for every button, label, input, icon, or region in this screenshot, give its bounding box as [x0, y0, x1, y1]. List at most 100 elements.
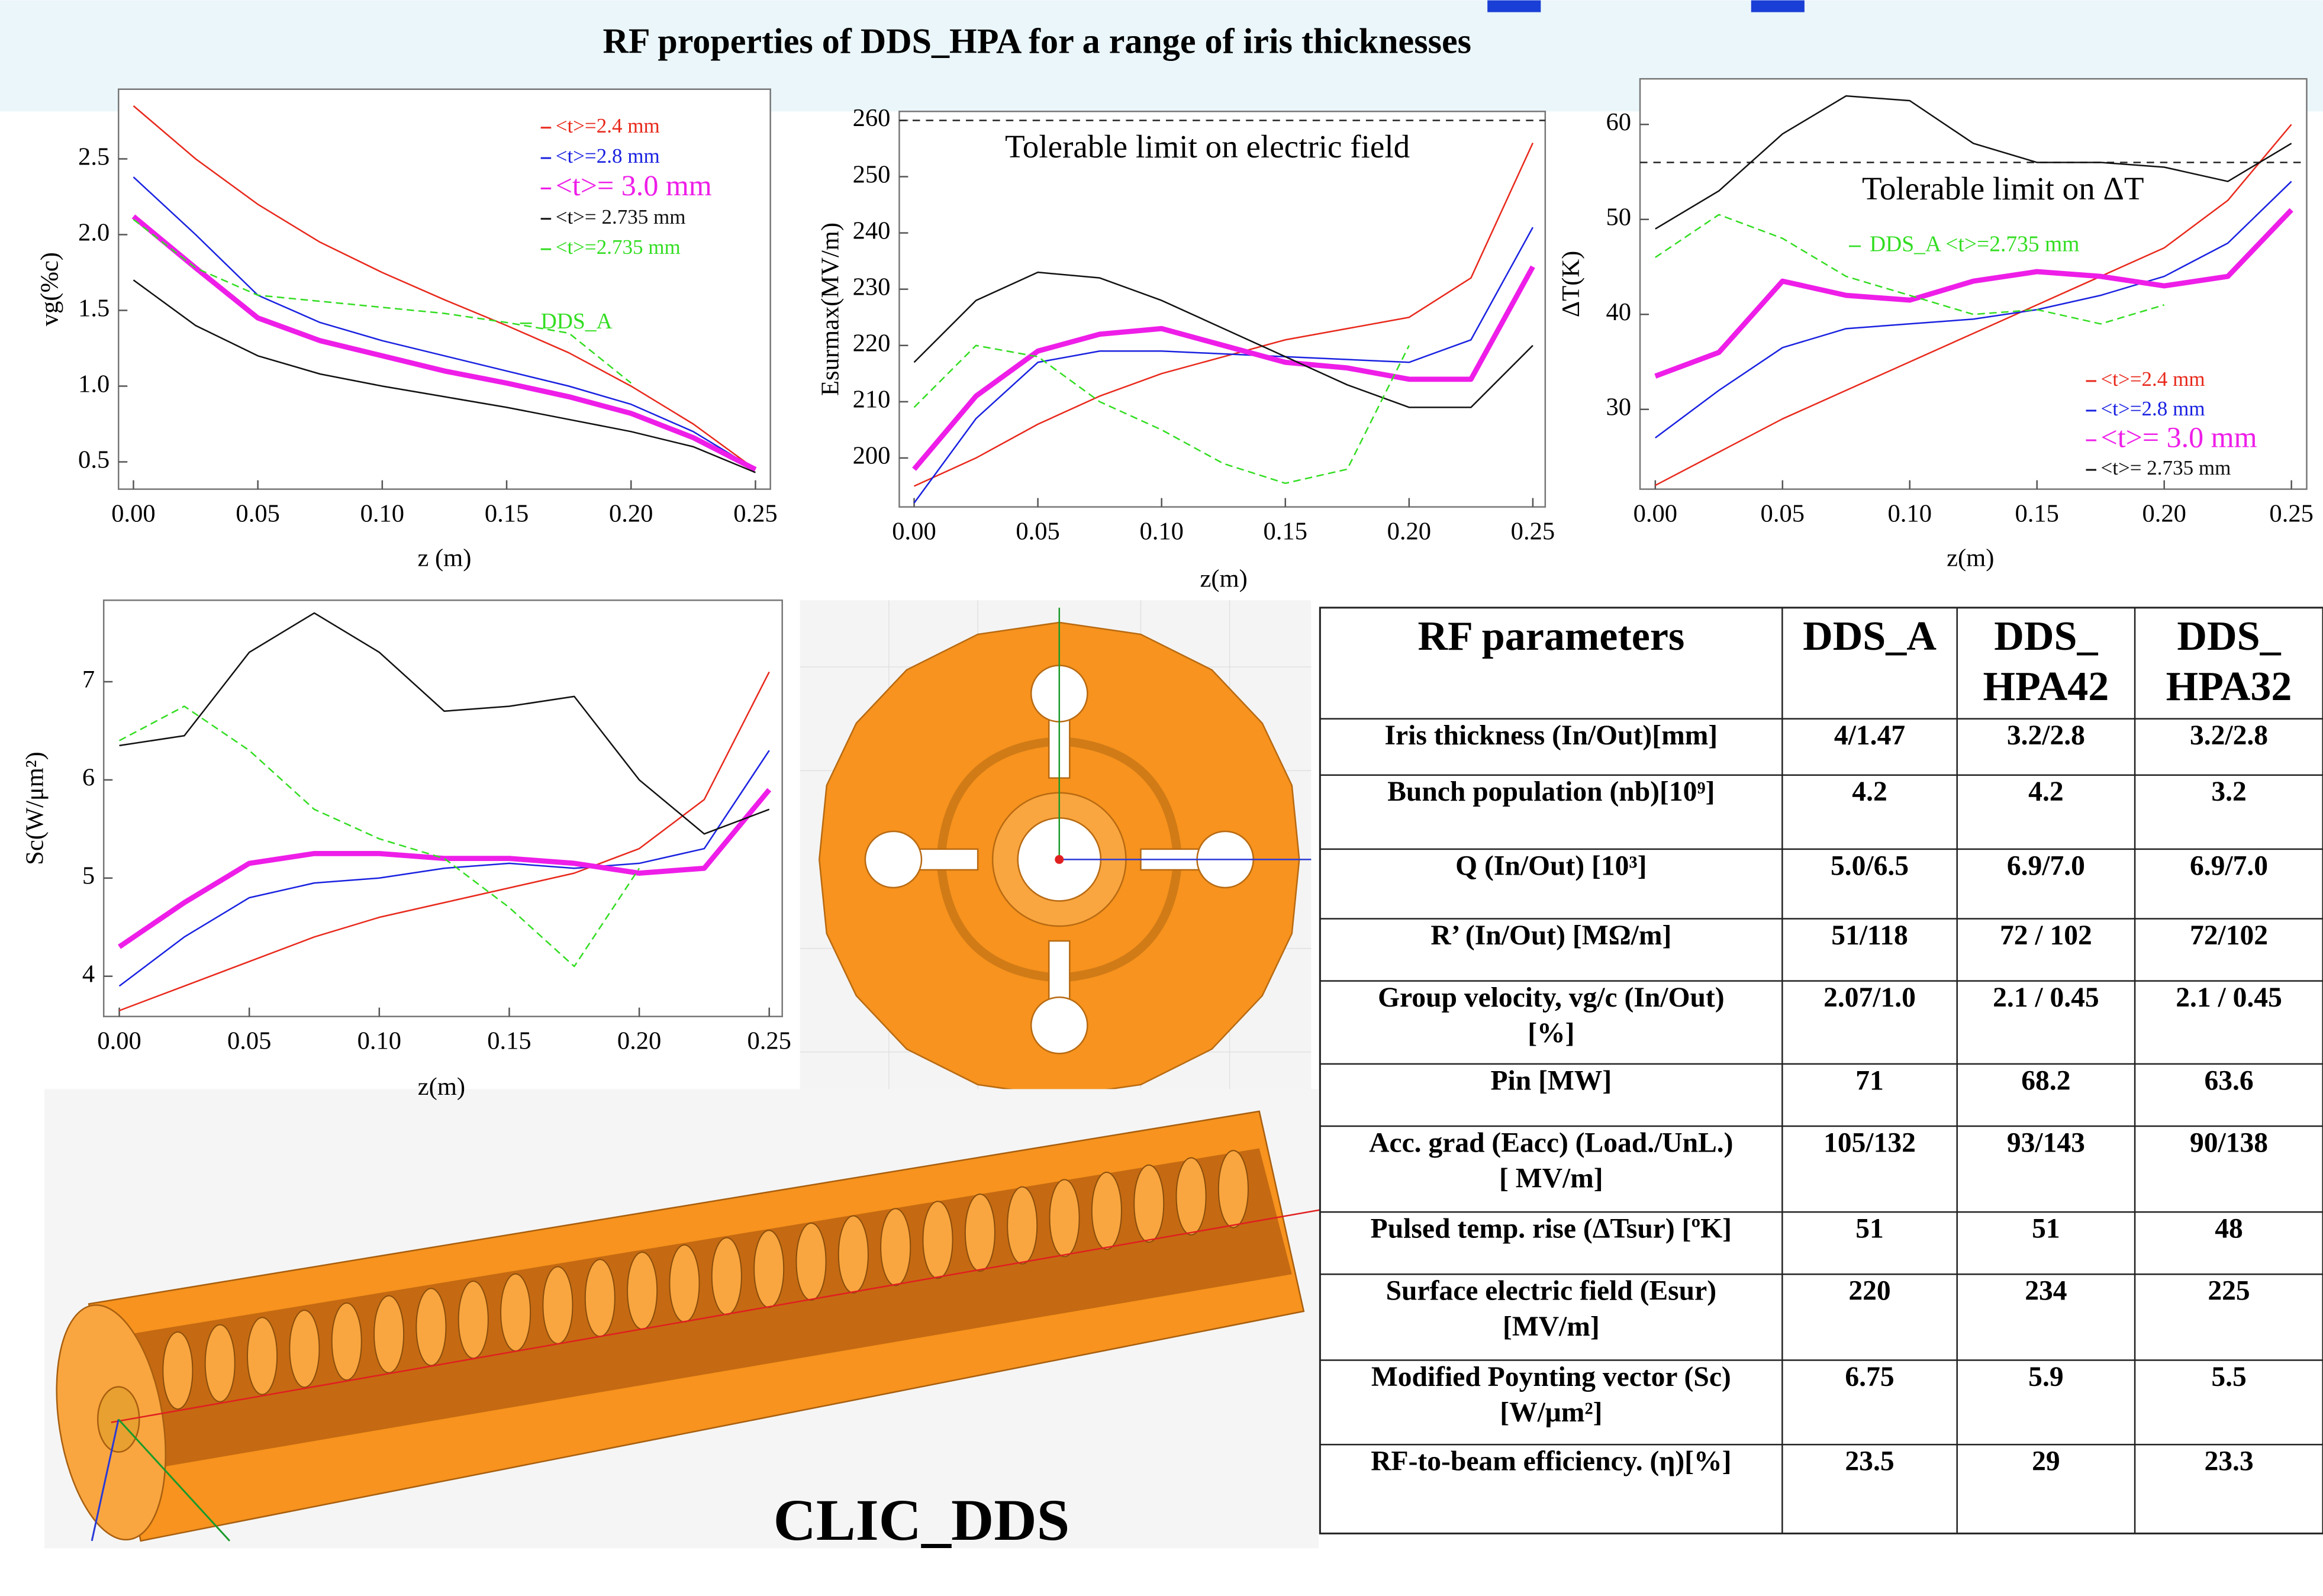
table-value: 29	[2032, 1446, 2060, 1477]
y-tick-label: 240	[853, 217, 891, 244]
series-line	[133, 105, 756, 470]
table-value: 2.1 / 0.45	[2176, 982, 2282, 1013]
cell	[373, 1295, 405, 1373]
table-value: 72 / 102	[2000, 920, 2092, 951]
x-tick-label: 0.20	[1387, 517, 1431, 545]
y-tick-label: 60	[1606, 108, 1631, 136]
cell	[964, 1193, 995, 1272]
table-header: DDS_	[2177, 614, 2281, 659]
series-line	[119, 612, 770, 835]
limit-label: Tolerable limit on electric field	[1005, 128, 1410, 165]
cell	[1133, 1164, 1165, 1243]
table-label: Surface electric field (Esur)	[1386, 1276, 1716, 1307]
table-value: 23.3	[2204, 1446, 2253, 1477]
y-tick-label: 0.5	[78, 446, 109, 473]
structure-image	[44, 1089, 1334, 1549]
y-tick-label: 260	[853, 104, 891, 132]
cell	[711, 1237, 742, 1316]
annotation: DDS_A <t>=2.735 mm	[1870, 233, 2079, 257]
legend-label: <t>= 3.0 mm	[556, 169, 712, 202]
cell	[204, 1324, 236, 1402]
table-value: 2.1 / 0.45	[1993, 982, 2099, 1013]
legend-label: <t>=2.735 mm	[556, 236, 681, 259]
x-tick-label: 0.10	[360, 499, 404, 527]
series-line	[913, 344, 1410, 484]
x-tick-label: 0.20	[609, 499, 653, 527]
cell	[837, 1215, 869, 1294]
x-tick-label: 0.10	[1139, 517, 1183, 545]
table-value: 4/1.47	[1834, 720, 1905, 751]
series-line	[913, 227, 1534, 504]
series-line	[1654, 208, 2293, 379]
title: RF properties of DDS_HPA for a range of …	[603, 21, 1471, 60]
legend-label: <t>= 2.735 mm	[2101, 456, 2231, 479]
header-mark	[1751, 0, 1805, 12]
x-tick-label: 0.15	[1264, 517, 1307, 545]
cell	[627, 1251, 658, 1330]
table-value: 51	[1855, 1214, 1884, 1244]
y-tick-label: 5	[82, 862, 95, 890]
plot-frame	[118, 88, 771, 490]
x-tick-label: 0.15	[2015, 499, 2058, 527]
cell	[162, 1331, 194, 1410]
x-tick-label: 0.10	[357, 1027, 401, 1055]
cell	[415, 1288, 447, 1366]
x-tick-label: 0.00	[111, 499, 155, 527]
table-value: 3.2	[2211, 776, 2246, 807]
series-line	[1655, 214, 2165, 325]
table-label: Modified Poynting vector (Sc)	[1371, 1362, 1731, 1392]
series-line	[133, 279, 756, 473]
y-axis-label: ΔT(K)	[1557, 251, 1585, 317]
cell	[795, 1222, 827, 1301]
table-value: 2.07/1.0	[1823, 982, 1916, 1013]
x-tick-label: 0.15	[485, 499, 529, 527]
series-line	[1655, 124, 2292, 486]
cell	[753, 1230, 785, 1308]
table-value: 23.5	[1845, 1446, 1894, 1477]
y-tick-label: 30	[1606, 394, 1631, 421]
y-axis-label: vg(%c)	[36, 252, 63, 326]
table-label: Q (In/Out) [10³]	[1455, 850, 1647, 881]
cell	[1049, 1179, 1080, 1258]
cell	[669, 1244, 700, 1323]
table-value: 5.5	[2211, 1362, 2246, 1392]
x-axis-label: z(m)	[418, 1073, 465, 1101]
y-tick-label: 250	[853, 160, 891, 188]
y-tick-label: 50	[1606, 204, 1631, 231]
series-line	[133, 176, 756, 470]
x-axis-label: z(m)	[1947, 544, 1994, 572]
cell	[1007, 1186, 1038, 1265]
x-tick-label: 0.20	[617, 1027, 661, 1055]
table-value: 51/118	[1831, 920, 1908, 951]
y-tick-label: 6	[82, 764, 95, 792]
series-line	[913, 142, 1534, 487]
table: RF parameters DDS_A DDS_ HPA42 DDS_ HPA32 Iris…	[1319, 607, 2323, 1534]
y-tick-label: 230	[853, 273, 891, 301]
table-value: 225	[2208, 1276, 2250, 1307]
cell	[1217, 1150, 1249, 1229]
series-line	[119, 671, 770, 1011]
series-line	[118, 705, 640, 968]
y-tick-label: 220	[853, 330, 891, 357]
series-line	[1655, 180, 2292, 439]
table-value: 3.2/2.8	[2007, 720, 2085, 751]
table-value: 105/132	[1823, 1127, 1916, 1158]
table-label: RF-to-beam efficiency. (η)[%]	[1371, 1446, 1731, 1477]
x-axis-label: z(m)	[1200, 565, 1247, 593]
legend-label: <t>=2.8 mm	[556, 144, 660, 167]
y-tick-label: 1.5	[78, 294, 109, 322]
table-value: 63.6	[2204, 1065, 2253, 1096]
table-label: [%]	[1528, 1018, 1574, 1049]
y-tick-label: 2.0	[78, 218, 109, 246]
x-tick-label: 0.10	[1888, 499, 1932, 527]
table-value: 3.2/2.8	[2190, 720, 2268, 751]
y-tick-label: 2.5	[78, 143, 109, 170]
table-value: 234	[2025, 1276, 2067, 1307]
table-value: 90/138	[2190, 1127, 2268, 1158]
table-value: 48	[2215, 1214, 2243, 1244]
y-axis-label: Sc(W/μm²)	[21, 752, 49, 865]
table-value: 5.9	[2028, 1362, 2063, 1392]
table-header: DDS_	[1994, 614, 2098, 659]
table-header: HPA32	[2166, 664, 2292, 710]
